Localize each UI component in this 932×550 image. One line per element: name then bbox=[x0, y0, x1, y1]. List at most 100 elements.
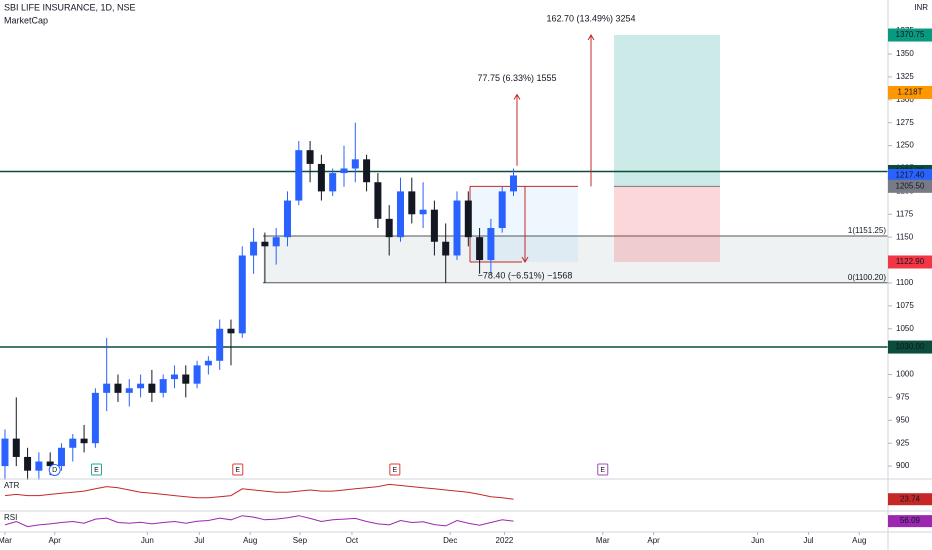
target-arrow-head bbox=[587, 34, 595, 41]
fib-label: 1(1151.25) bbox=[848, 226, 886, 235]
target-label: 162.70 (13.49%) 3254 bbox=[546, 13, 635, 23]
candle-body bbox=[125, 388, 133, 393]
candle-body bbox=[193, 365, 201, 384]
currency: INR bbox=[914, 3, 928, 12]
entry-tag bbox=[888, 179, 932, 193]
event-marker bbox=[232, 463, 244, 476]
indicator-tag-label: 23.74 bbox=[900, 494, 921, 503]
target-tag-label: 1370.75 bbox=[896, 30, 925, 39]
candle-body bbox=[329, 173, 337, 192]
candle-body bbox=[216, 328, 224, 361]
candle-body bbox=[317, 163, 325, 192]
candle-body bbox=[419, 209, 427, 215]
y-tick-label: 1150 bbox=[896, 232, 914, 241]
candle-body bbox=[159, 379, 167, 393]
event-label: E bbox=[600, 467, 605, 474]
last-price-tag bbox=[888, 168, 932, 182]
y-tick-label: 925 bbox=[896, 438, 910, 447]
y-tick-label: 975 bbox=[896, 393, 910, 402]
candle-body bbox=[137, 383, 145, 389]
candle-body bbox=[148, 383, 156, 393]
x-tick-label: Sep bbox=[293, 536, 308, 545]
indicator-line bbox=[4, 515, 514, 528]
y-tick-label: 950 bbox=[896, 415, 910, 424]
candle-body bbox=[476, 237, 484, 261]
x-tick-label: Apr bbox=[48, 536, 61, 545]
y-tick-label: 1275 bbox=[896, 118, 914, 127]
fib-label: 0(1100.20) bbox=[848, 273, 886, 282]
measure-up-head bbox=[513, 93, 521, 100]
target-zone bbox=[614, 35, 720, 187]
market-cap-tag bbox=[888, 86, 932, 99]
stop-zone bbox=[614, 186, 720, 262]
line-tag-label: 1030.00 bbox=[896, 342, 925, 351]
candle-body bbox=[408, 191, 416, 215]
stop-tag bbox=[888, 255, 932, 269]
market-cap-label: 1.218T bbox=[898, 88, 923, 97]
candle-body bbox=[69, 438, 77, 448]
candle-body bbox=[509, 175, 517, 192]
candle-body bbox=[182, 374, 190, 384]
indicator-tag bbox=[888, 515, 932, 528]
candle-body bbox=[283, 200, 291, 238]
indicator-name: ATR bbox=[4, 481, 20, 490]
candle-body bbox=[250, 241, 258, 256]
indicator-line bbox=[4, 483, 514, 500]
candle-body bbox=[498, 191, 506, 229]
candle-body bbox=[306, 150, 314, 164]
x-tick-label: Aug bbox=[852, 536, 866, 545]
event-label: D bbox=[52, 467, 57, 474]
y-tick-label: 1000 bbox=[896, 370, 914, 379]
event-label: E bbox=[94, 467, 99, 474]
measure-label: 77.75 (6.33%) 1555 bbox=[477, 73, 556, 83]
y-tick-label: 1075 bbox=[896, 301, 914, 310]
fib-zone bbox=[263, 236, 888, 283]
y-tick-label: 1300 bbox=[896, 95, 914, 104]
y-tick-label: 900 bbox=[896, 461, 910, 470]
x-tick-label: Jul bbox=[803, 536, 813, 545]
candle-body bbox=[238, 255, 246, 334]
candle-body bbox=[340, 168, 348, 174]
x-tick-label: Jun bbox=[751, 536, 764, 545]
y-tick-label: 1250 bbox=[896, 141, 914, 150]
candle-body bbox=[487, 228, 495, 261]
x-tick-label: Oct bbox=[346, 536, 359, 545]
candle-body bbox=[24, 456, 32, 471]
candle-body bbox=[464, 200, 472, 238]
candle-body bbox=[35, 461, 43, 471]
last-price-tag-label: 1217.40 bbox=[896, 171, 925, 180]
chart-title: SBI LIFE INSURANCE, 1D, NSE bbox=[4, 2, 136, 12]
indicator-label: MarketCap bbox=[4, 15, 48, 25]
candle-body bbox=[363, 159, 371, 183]
measure-down-head bbox=[521, 256, 529, 263]
candle-body bbox=[1, 438, 9, 467]
event-marker bbox=[389, 463, 401, 476]
x-tick-label: Jul bbox=[194, 536, 204, 545]
candle-body bbox=[170, 374, 178, 380]
event-marker bbox=[597, 463, 609, 476]
event-label: E bbox=[235, 467, 240, 474]
event-marker bbox=[48, 464, 61, 476]
x-tick-label: Jun bbox=[141, 536, 154, 545]
y-tick-label: 1175 bbox=[896, 209, 914, 218]
x-tick-label: Dec bbox=[443, 536, 457, 545]
candle-body bbox=[204, 360, 212, 366]
candle-body bbox=[57, 447, 65, 467]
x-tick-label: Apr bbox=[647, 536, 660, 545]
range-box bbox=[470, 186, 578, 262]
candle-body bbox=[227, 328, 235, 334]
candle-body bbox=[385, 218, 393, 238]
stop-tag-label: 1122.90 bbox=[896, 257, 925, 266]
candle-body bbox=[453, 200, 461, 256]
x-tick-label: Aug bbox=[243, 536, 257, 545]
candle-body bbox=[272, 237, 280, 247]
y-tick-label: 1050 bbox=[896, 324, 914, 333]
candle-body bbox=[351, 159, 359, 169]
line-tag bbox=[888, 340, 932, 354]
indicator-name: RSI bbox=[4, 513, 17, 522]
candle-body bbox=[430, 209, 438, 242]
target-tag bbox=[888, 28, 932, 42]
